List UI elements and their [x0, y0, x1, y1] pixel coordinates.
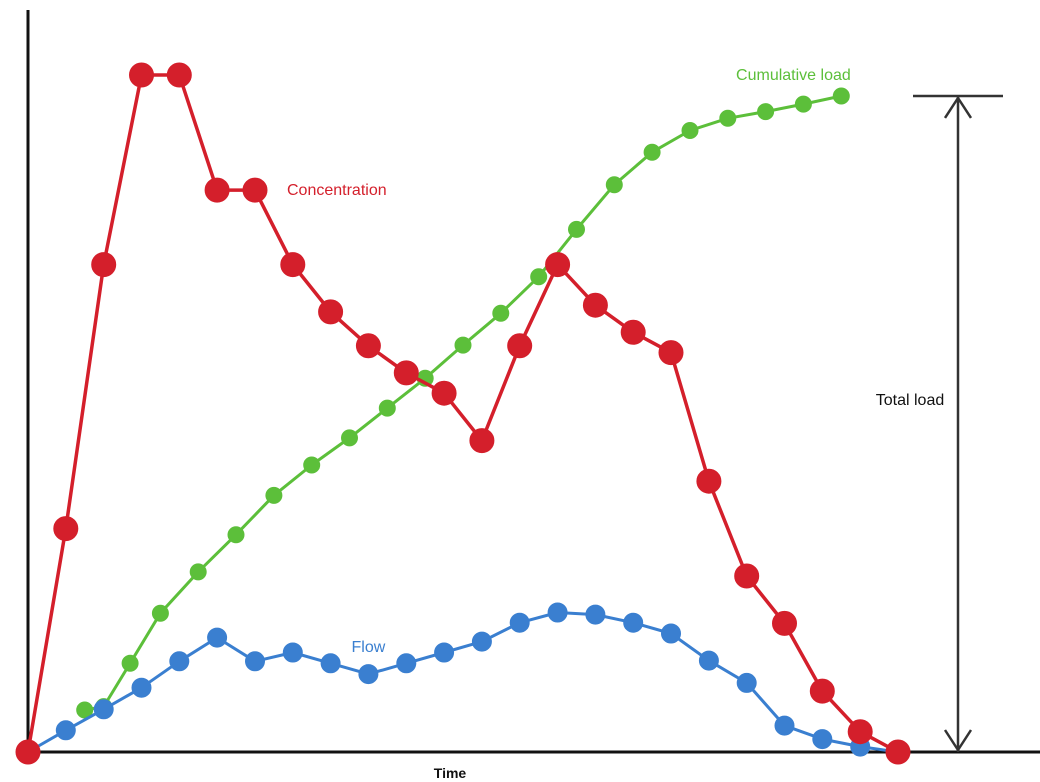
- flow-point: [698, 650, 719, 671]
- concentration-point: [15, 739, 41, 765]
- concentration-point: [507, 333, 533, 359]
- concentration-line: [26, 73, 899, 754]
- cumulative-load-point: [378, 399, 396, 417]
- series-layer: Cumulative load Flow Concentration: [15, 62, 911, 765]
- cumulative-load-point: [341, 429, 358, 447]
- concentration-point: [658, 340, 684, 366]
- flow-point: [623, 612, 644, 633]
- cumulative-load-point: [454, 336, 472, 354]
- flow-point: [93, 699, 114, 720]
- concentration-point: [53, 516, 79, 542]
- concentration-point: [393, 360, 419, 386]
- concentration-point: [166, 62, 192, 88]
- cumulative-load-point: [227, 526, 245, 544]
- concentration-point: [885, 739, 911, 765]
- flow-point: [396, 653, 417, 674]
- concentration-point: [355, 333, 381, 359]
- total-load-label: Total load: [876, 392, 945, 409]
- flow-point: [434, 642, 455, 663]
- flow-line: [27, 611, 899, 754]
- concentration-point: [129, 62, 154, 88]
- concentration-point: [91, 252, 117, 278]
- flow-point: [774, 715, 795, 736]
- concentration-point: [847, 719, 873, 745]
- flow-point: [55, 720, 76, 741]
- flow-point: [661, 623, 681, 644]
- flow-point: [547, 602, 568, 623]
- concentration-point: [734, 563, 760, 589]
- flow-point: [169, 651, 190, 672]
- cumulative-load-point: [757, 103, 775, 121]
- concentration-point: [469, 428, 495, 454]
- cumulative-load-point: [794, 95, 812, 113]
- cumulative-load-point: [605, 176, 623, 194]
- cumulative-load-point: [151, 604, 169, 622]
- concentration-series: Concentration: [15, 62, 911, 765]
- cumulative-load-point: [832, 87, 850, 105]
- total-load-annotation: Total load: [876, 94, 1003, 753]
- cumulative-load-point: [303, 456, 321, 474]
- concentration-point: [772, 610, 797, 636]
- flow-point: [736, 672, 757, 693]
- cumulative-load-point: [719, 109, 737, 127]
- flow-point: [320, 653, 341, 674]
- concentration-point: [204, 177, 230, 203]
- concentration-point: [809, 678, 835, 704]
- total-load-arrowhead-top: [943, 95, 973, 119]
- cumulative-load-point: [76, 701, 94, 719]
- cumulative-load-point: [492, 304, 510, 322]
- concentration-point: [280, 252, 306, 278]
- cumulative-load-series: Cumulative load: [76, 67, 851, 719]
- cumulative-load-point: [530, 268, 548, 286]
- concentration-point: [242, 177, 268, 203]
- total-load-arrowhead-bottom: [943, 729, 973, 753]
- cumulative-load-point: [265, 486, 283, 504]
- cumulative-load-line: [84, 94, 842, 712]
- cumulative-load-point: [681, 122, 699, 139]
- flow-point: [358, 664, 379, 685]
- cumulative-load-point: [643, 143, 661, 161]
- cumulative-load-point: [568, 220, 585, 238]
- concentration-point: [582, 292, 608, 318]
- flow-point: [282, 642, 303, 663]
- flow-point: [812, 729, 833, 750]
- flow-point: [509, 612, 530, 633]
- concentration-point: [545, 252, 571, 278]
- cumulative-load-point: [121, 654, 139, 672]
- concentration-point: [318, 299, 344, 325]
- flow-label: Flow: [352, 639, 386, 656]
- flow-point: [585, 604, 606, 625]
- cumulative-load-label: Cumulative load: [736, 67, 851, 84]
- concentration-label: Concentration: [287, 182, 387, 199]
- cumulative-load-point: [189, 563, 207, 581]
- flow-point: [131, 677, 152, 698]
- flow-point: [245, 651, 265, 672]
- concentration-point: [620, 319, 646, 345]
- flow-point: [207, 627, 228, 648]
- concentration-point: [696, 468, 722, 494]
- concentration-point: [431, 380, 457, 406]
- flow-point: [471, 631, 492, 652]
- x-axis-title: Time: [434, 765, 467, 781]
